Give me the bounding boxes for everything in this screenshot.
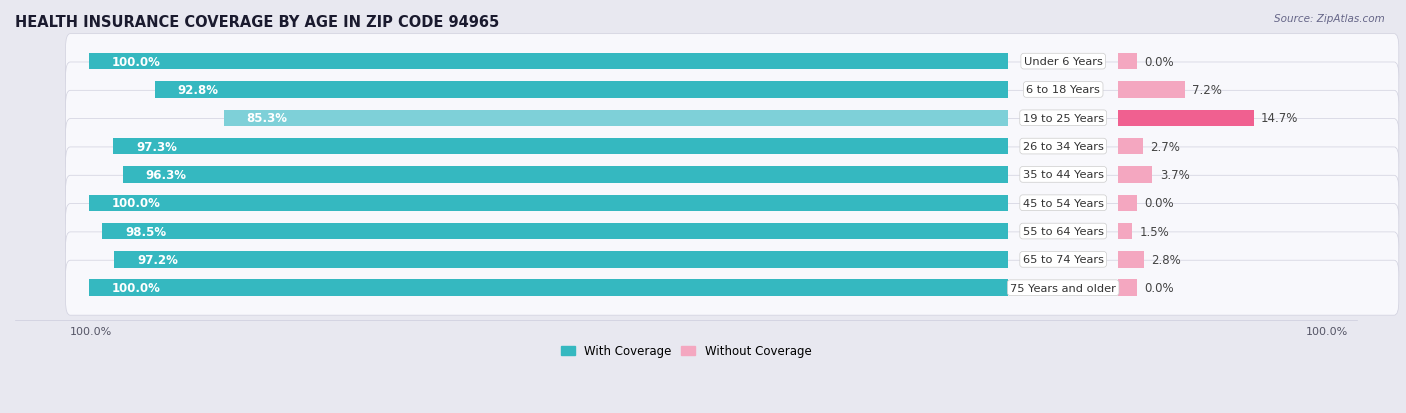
Text: 100.0%: 100.0% [111, 55, 160, 69]
Text: 98.5%: 98.5% [125, 225, 166, 238]
Bar [1118, 110, 1254, 127]
Text: 6 to 18 Years: 6 to 18 Years [1026, 85, 1099, 95]
FancyBboxPatch shape [66, 63, 1399, 118]
Text: 0.0%: 0.0% [1144, 55, 1174, 69]
Text: 1.5%: 1.5% [1139, 225, 1170, 238]
FancyBboxPatch shape [66, 147, 1399, 202]
Bar [122, 167, 1008, 183]
Bar [1118, 54, 1136, 70]
Text: 2.8%: 2.8% [1152, 253, 1181, 266]
Bar [1118, 138, 1143, 155]
Text: 92.8%: 92.8% [177, 84, 219, 97]
Text: 55 to 64 Years: 55 to 64 Years [1022, 226, 1104, 237]
Text: 97.2%: 97.2% [138, 253, 179, 266]
Text: 85.3%: 85.3% [246, 112, 288, 125]
Bar [1118, 223, 1132, 240]
Text: Under 6 Years: Under 6 Years [1024, 57, 1102, 67]
Text: 45 to 54 Years: 45 to 54 Years [1022, 198, 1104, 208]
Text: 96.3%: 96.3% [146, 169, 187, 181]
Bar [155, 82, 1008, 98]
Bar [1118, 167, 1153, 183]
Text: 35 to 44 Years: 35 to 44 Years [1022, 170, 1104, 180]
Text: 14.7%: 14.7% [1261, 112, 1298, 125]
Text: 65 to 74 Years: 65 to 74 Years [1022, 255, 1104, 265]
Bar [114, 138, 1008, 155]
Bar [1118, 195, 1136, 211]
Text: 2.7%: 2.7% [1150, 140, 1181, 153]
FancyBboxPatch shape [66, 35, 1399, 89]
FancyBboxPatch shape [66, 176, 1399, 230]
Text: 75 Years and older: 75 Years and older [1011, 283, 1116, 293]
Text: 19 to 25 Years: 19 to 25 Years [1022, 114, 1104, 123]
Bar [89, 280, 1008, 296]
Legend: With Coverage, Without Coverage: With Coverage, Without Coverage [557, 340, 817, 362]
Text: 3.7%: 3.7% [1160, 169, 1189, 181]
Text: 0.0%: 0.0% [1144, 282, 1174, 294]
Bar [1118, 280, 1136, 296]
FancyBboxPatch shape [66, 91, 1399, 146]
Bar [89, 195, 1008, 211]
Text: 97.3%: 97.3% [136, 140, 177, 153]
Bar [1118, 252, 1144, 268]
FancyBboxPatch shape [66, 261, 1399, 316]
Text: 26 to 34 Years: 26 to 34 Years [1022, 142, 1104, 152]
Bar [1118, 82, 1185, 98]
Text: 0.0%: 0.0% [1144, 197, 1174, 210]
Bar [224, 110, 1008, 127]
FancyBboxPatch shape [66, 204, 1399, 259]
Bar [89, 54, 1008, 70]
Text: 100.0%: 100.0% [70, 327, 112, 337]
Text: 100.0%: 100.0% [111, 197, 160, 210]
Text: 100.0%: 100.0% [111, 282, 160, 294]
FancyBboxPatch shape [66, 233, 1399, 287]
Text: 100.0%: 100.0% [1306, 327, 1348, 337]
Bar [114, 252, 1008, 268]
FancyBboxPatch shape [66, 119, 1399, 174]
Text: HEALTH INSURANCE COVERAGE BY AGE IN ZIP CODE 94965: HEALTH INSURANCE COVERAGE BY AGE IN ZIP … [15, 15, 499, 30]
Text: Source: ZipAtlas.com: Source: ZipAtlas.com [1274, 14, 1385, 24]
Text: 7.2%: 7.2% [1192, 84, 1222, 97]
Bar [103, 223, 1008, 240]
